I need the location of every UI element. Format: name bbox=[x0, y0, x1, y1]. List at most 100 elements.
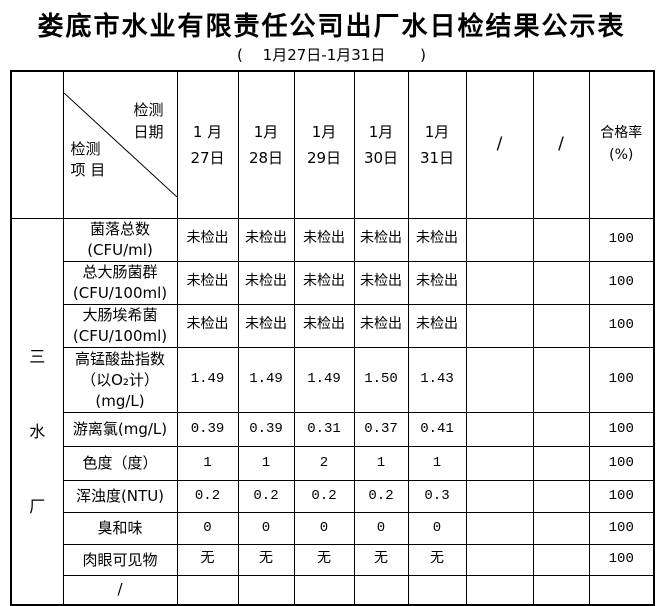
value-cell: 无 bbox=[237, 544, 295, 576]
value-cell: 无 bbox=[176, 544, 239, 576]
value-cell: 1.50 bbox=[353, 347, 409, 413]
row-label: 总大肠菌群 (CFU/100ml) bbox=[62, 261, 178, 305]
empty-slash-cell bbox=[465, 446, 534, 481]
value-cell: 1.49 bbox=[237, 347, 295, 413]
empty-slash-cell bbox=[532, 347, 590, 413]
table-row: 色度（度） 1 1 2 1 1 100 bbox=[11, 446, 655, 481]
value-cell: 未检出 bbox=[176, 304, 239, 348]
value-cell: 1.49 bbox=[293, 347, 355, 413]
pass-rate-cell bbox=[588, 575, 655, 605]
header-pass-rate: 合格率 (%) bbox=[588, 70, 655, 219]
value-cell: 1 bbox=[407, 446, 467, 481]
value-cell: 未检出 bbox=[407, 261, 467, 305]
pass-rate-cell: 100 bbox=[588, 218, 655, 262]
header-date-jan27: 1 月 27日 bbox=[176, 70, 239, 219]
empty-slash-cell bbox=[465, 347, 534, 413]
value-cell: 0.39 bbox=[176, 412, 239, 447]
value-cell: 未检出 bbox=[353, 304, 409, 348]
value-cell: 0.2 bbox=[293, 480, 355, 513]
empty-slash-cell bbox=[532, 480, 590, 513]
value-cell: 0 bbox=[353, 512, 409, 545]
header-date-jan30: 1月 30日 bbox=[353, 70, 409, 219]
value-cell: 1 bbox=[237, 446, 295, 481]
value-cell: 无 bbox=[293, 544, 355, 576]
value-cell: 0 bbox=[176, 512, 239, 545]
value-cell: 2 bbox=[293, 446, 355, 481]
header-slash-2: / bbox=[532, 70, 590, 219]
value-cell: 未检出 bbox=[237, 304, 295, 348]
plant-name-vertical: 三 水 厂 bbox=[12, 304, 62, 519]
value-cell: 未检出 bbox=[353, 261, 409, 305]
value-cell: 未检出 bbox=[237, 261, 295, 305]
plant-char: 三 bbox=[29, 346, 46, 366]
value-cell: 0 bbox=[407, 512, 467, 545]
row-label: / bbox=[62, 575, 178, 605]
empty-slash-cell bbox=[532, 218, 590, 262]
table-row: 总大肠菌群 (CFU/100ml) 未检出 未检出 未检出 未检出 未检出 10… bbox=[11, 261, 655, 305]
value-cell: 未检出 bbox=[407, 304, 467, 348]
value-cell: 0.2 bbox=[237, 480, 295, 513]
page-subtitle: ( 1月27日-1月31日 ) bbox=[237, 46, 426, 64]
value-cell bbox=[237, 575, 295, 605]
table-row: 高锰酸盐指数 （以O₂计） (mg/L) 1.49 1.49 1.49 1.50… bbox=[11, 347, 655, 413]
empty-slash-cell bbox=[465, 480, 534, 513]
header-date-jan31: 1月 31日 bbox=[407, 70, 467, 219]
empty-slash-cell bbox=[532, 261, 590, 305]
value-cell: 0.41 bbox=[407, 412, 467, 447]
header-row: 检测 日期 检测 项 目 1 月 27日 1月 28日 1月 29日 1月 30… bbox=[10, 70, 655, 219]
empty-slash-cell bbox=[532, 512, 590, 545]
inspection-table: 检测 日期 检测 项 目 1 月 27日 1月 28日 1月 29日 1月 30… bbox=[10, 70, 655, 606]
empty-slash-cell bbox=[465, 544, 534, 576]
table-row: 三 水 厂 菌落总数 (CFU/ml) 未检出 未检出 未检出 未检出 未检出 … bbox=[10, 218, 655, 605]
row-label: 浑浊度(NTU) bbox=[62, 480, 178, 513]
pass-rate-cell: 100 bbox=[588, 261, 655, 305]
pass-rate-cell: 100 bbox=[588, 412, 655, 447]
value-cell bbox=[407, 575, 467, 605]
value-cell: 未检出 bbox=[293, 261, 355, 305]
empty-slash-cell bbox=[532, 446, 590, 481]
table-row: 肉眼可见物 无 无 无 无 无 100 bbox=[11, 544, 655, 576]
page-title: 娄底市水业有限责任公司出厂水日检结果公示表 bbox=[37, 12, 626, 42]
row-label: 游离氯(mg/L) bbox=[62, 412, 178, 447]
value-cell: 未检出 bbox=[293, 304, 355, 348]
plant-char: 水 bbox=[29, 422, 46, 442]
empty-slash-cell bbox=[532, 304, 590, 348]
table-row: 浑浊度(NTU) 0.2 0.2 0.2 0.2 0.3 100 bbox=[11, 480, 655, 513]
value-cell: 未检出 bbox=[293, 218, 355, 262]
table-row: 大肠埃希菌 (CFU/100ml) 未检出 未检出 未检出 未检出 未检出 10… bbox=[11, 304, 655, 348]
plant-char: 厂 bbox=[29, 497, 46, 517]
value-cell bbox=[176, 575, 239, 605]
corner-empty-cell bbox=[10, 70, 64, 219]
value-cell: 1 bbox=[176, 446, 239, 481]
value-cell: 未检出 bbox=[237, 218, 295, 262]
corner-diagonal-cell: 检测 日期 检测 项 目 bbox=[62, 70, 178, 219]
pass-rate-cell: 100 bbox=[588, 544, 655, 576]
row-label: 菌落总数 (CFU/ml) bbox=[62, 218, 178, 262]
diagonal-box: 检测 日期 检测 项 目 bbox=[64, 93, 177, 197]
empty-slash-cell bbox=[532, 544, 590, 576]
empty-slash-cell bbox=[465, 512, 534, 545]
value-cell: 0.3 bbox=[407, 480, 467, 513]
empty-slash-cell bbox=[532, 575, 590, 605]
empty-slash-cell bbox=[532, 412, 590, 447]
value-cell: 0 bbox=[293, 512, 355, 545]
pass-rate-cell: 100 bbox=[588, 446, 655, 481]
value-cell: 1.49 bbox=[176, 347, 239, 413]
row-label: 大肠埃希菌 (CFU/100ml) bbox=[62, 304, 178, 348]
pass-rate-cell: 100 bbox=[588, 304, 655, 348]
header-date-jan28: 1月 28日 bbox=[237, 70, 295, 219]
pass-rate-cell: 100 bbox=[588, 512, 655, 545]
row-label: 高锰酸盐指数 （以O₂计） (mg/L) bbox=[62, 347, 178, 413]
header-axis-date: 检测 日期 bbox=[133, 101, 164, 141]
value-cell: 无 bbox=[407, 544, 467, 576]
value-cell: 0.2 bbox=[176, 480, 239, 513]
empty-slash-cell bbox=[465, 218, 534, 262]
value-cell: 0.39 bbox=[237, 412, 295, 447]
header-axis-item: 检测 项 目 bbox=[70, 139, 106, 180]
row-label: 臭和味 bbox=[62, 512, 178, 545]
value-cell bbox=[353, 575, 409, 605]
empty-slash-cell bbox=[465, 412, 534, 447]
header-date-jan29: 1月 29日 bbox=[293, 70, 355, 219]
value-cell: 未检出 bbox=[407, 218, 467, 262]
table-row: 臭和味 0 0 0 0 0 100 bbox=[11, 512, 655, 545]
